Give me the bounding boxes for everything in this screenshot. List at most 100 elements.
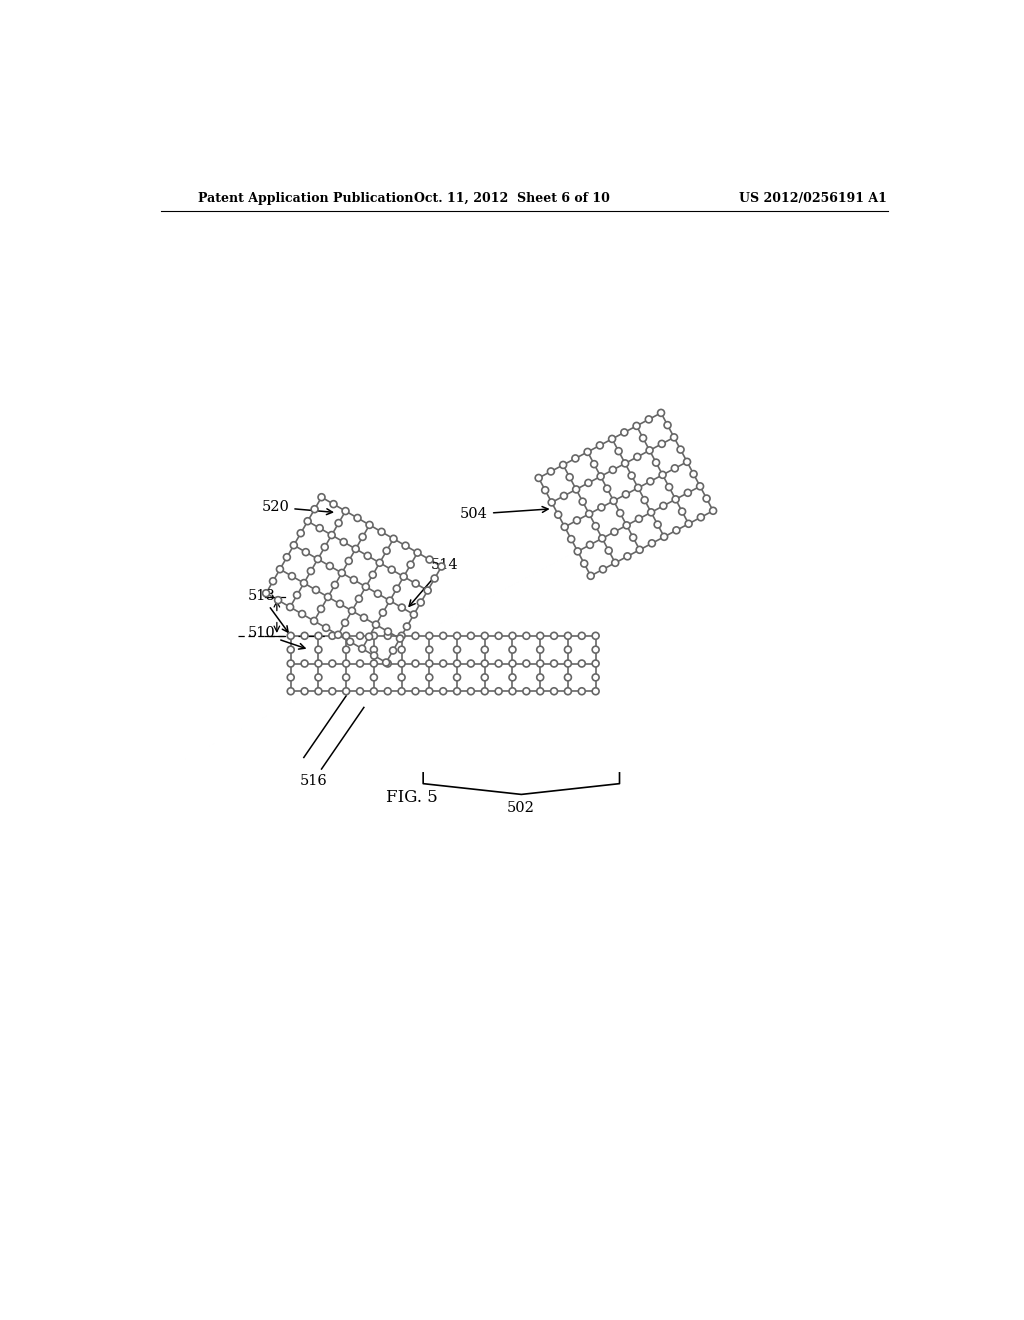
- Circle shape: [307, 568, 314, 574]
- Circle shape: [641, 496, 648, 503]
- Circle shape: [315, 688, 322, 694]
- Circle shape: [609, 466, 616, 474]
- Circle shape: [431, 576, 438, 582]
- Text: 504: 504: [460, 507, 548, 521]
- Circle shape: [536, 474, 542, 482]
- Circle shape: [329, 632, 336, 639]
- Circle shape: [587, 573, 594, 579]
- Circle shape: [523, 688, 529, 694]
- Circle shape: [356, 660, 364, 667]
- Circle shape: [398, 647, 406, 653]
- Circle shape: [352, 545, 359, 552]
- Circle shape: [370, 572, 376, 578]
- Circle shape: [673, 527, 680, 533]
- Circle shape: [592, 523, 599, 529]
- Circle shape: [438, 564, 445, 570]
- Circle shape: [581, 560, 588, 568]
- Circle shape: [424, 587, 431, 594]
- Circle shape: [608, 436, 615, 442]
- Circle shape: [672, 496, 679, 503]
- Circle shape: [318, 494, 325, 500]
- Circle shape: [672, 465, 678, 471]
- Circle shape: [325, 594, 332, 601]
- Circle shape: [564, 647, 571, 653]
- Circle shape: [696, 483, 703, 490]
- Circle shape: [348, 607, 355, 614]
- Circle shape: [658, 441, 666, 447]
- Circle shape: [647, 510, 654, 516]
- Circle shape: [592, 688, 599, 694]
- Circle shape: [599, 535, 605, 541]
- Circle shape: [584, 449, 591, 455]
- Circle shape: [591, 461, 598, 467]
- Circle shape: [301, 632, 308, 639]
- Circle shape: [467, 632, 474, 639]
- Circle shape: [358, 645, 366, 652]
- Circle shape: [426, 688, 433, 694]
- Circle shape: [335, 520, 342, 527]
- Circle shape: [454, 647, 461, 653]
- Circle shape: [426, 675, 433, 681]
- Circle shape: [690, 471, 697, 478]
- Circle shape: [665, 421, 671, 429]
- Circle shape: [343, 675, 349, 681]
- Circle shape: [604, 486, 610, 492]
- Circle shape: [579, 632, 586, 639]
- Circle shape: [666, 483, 673, 491]
- Circle shape: [439, 660, 446, 667]
- Circle shape: [343, 632, 349, 639]
- Circle shape: [340, 539, 347, 545]
- Circle shape: [537, 660, 544, 667]
- Circle shape: [411, 611, 418, 618]
- Circle shape: [398, 605, 406, 611]
- Circle shape: [350, 577, 357, 583]
- Circle shape: [454, 660, 461, 667]
- Circle shape: [572, 486, 580, 492]
- Circle shape: [439, 632, 446, 639]
- Circle shape: [611, 560, 618, 566]
- Circle shape: [523, 632, 529, 639]
- Circle shape: [384, 688, 391, 694]
- Circle shape: [322, 544, 329, 550]
- Circle shape: [509, 647, 516, 653]
- Circle shape: [287, 603, 294, 611]
- Circle shape: [597, 473, 604, 480]
- Circle shape: [592, 675, 599, 681]
- Circle shape: [598, 504, 605, 511]
- Circle shape: [592, 660, 599, 667]
- Circle shape: [380, 610, 386, 616]
- Circle shape: [523, 660, 529, 667]
- Circle shape: [684, 458, 690, 465]
- Circle shape: [359, 533, 366, 540]
- Circle shape: [403, 623, 411, 630]
- Circle shape: [317, 606, 325, 612]
- Circle shape: [315, 647, 322, 653]
- Circle shape: [481, 660, 488, 667]
- Circle shape: [481, 647, 488, 653]
- Circle shape: [624, 553, 631, 560]
- Circle shape: [384, 660, 391, 667]
- Circle shape: [362, 583, 370, 590]
- Circle shape: [386, 597, 393, 605]
- Circle shape: [542, 487, 549, 494]
- Circle shape: [679, 508, 686, 515]
- Circle shape: [323, 624, 330, 631]
- Circle shape: [426, 556, 433, 564]
- Circle shape: [555, 511, 561, 519]
- Circle shape: [580, 498, 586, 506]
- Circle shape: [355, 595, 362, 602]
- Circle shape: [537, 688, 544, 694]
- Circle shape: [710, 507, 717, 515]
- Circle shape: [537, 647, 544, 653]
- Circle shape: [579, 688, 586, 694]
- Circle shape: [592, 647, 599, 653]
- Circle shape: [587, 541, 593, 548]
- Circle shape: [561, 524, 568, 531]
- Text: US 2012/0256191 A1: US 2012/0256191 A1: [739, 191, 887, 205]
- Circle shape: [551, 688, 557, 694]
- Circle shape: [509, 688, 516, 694]
- Circle shape: [621, 429, 628, 436]
- Circle shape: [509, 632, 516, 639]
- Circle shape: [400, 573, 408, 579]
- Circle shape: [509, 675, 516, 681]
